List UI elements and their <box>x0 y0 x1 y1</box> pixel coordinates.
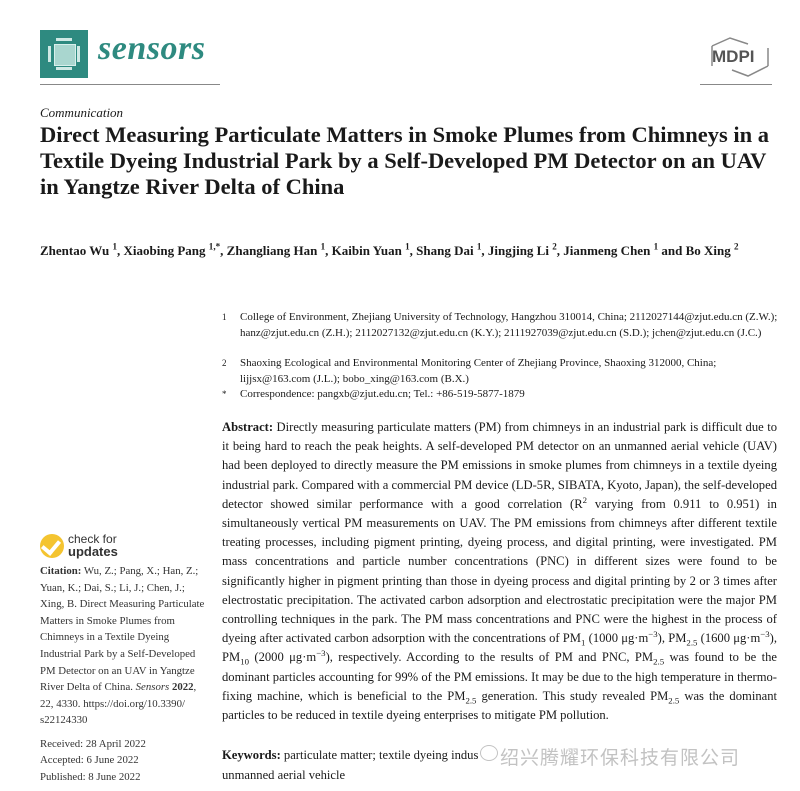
abstract-segment: −3 <box>648 629 658 640</box>
citation: Citation: Wu, Z.; Pang, X.; Han, Z.; Yua… <box>40 563 210 729</box>
abstract-segment: ), PM <box>222 631 778 665</box>
watermark: 绍兴腾耀环保科技有限公司 <box>500 747 741 769</box>
author-affiliation-mark: 2 <box>552 241 557 252</box>
keywords-text-line2: unmanned aerial vehicle <box>222 767 346 782</box>
affiliation-1: 1 College of Environment, Zhejiang Univer… <box>222 311 778 339</box>
correspondence: * Correspondence: pangxb@zjut.edu.cn; Tel… <box>222 388 525 400</box>
abstract-segment: was the dominant particles to be reduced… <box>222 688 777 723</box>
keywords-text: particulate matter; textile dyeing indus <box>280 748 479 762</box>
abstract-segment: varying from 0.911 to 0.951) in simultan… <box>222 496 777 646</box>
abstract-segment: (1600 μg·m <box>697 631 761 646</box>
abstract-segment: ), PM <box>657 631 687 646</box>
abstract-segment: −3 <box>760 629 770 640</box>
author-affiliation-mark: 1 <box>112 241 118 252</box>
keywords-label: Keywords: <box>222 748 281 762</box>
published-date: Published: 8 June 2022 <box>40 770 141 783</box>
author-affiliation-mark: 1 <box>320 241 326 252</box>
author-affiliation-mark: 1 <box>653 241 659 252</box>
author-name[interactable]: Jianmeng Chen <box>563 243 651 258</box>
keywords: Keywords: particulate matter; textile dy… <box>222 746 777 785</box>
abstract-segment: generation. This study revealed PM <box>476 688 669 703</box>
header-divider <box>40 84 220 85</box>
abstract-segment: 2.5 <box>653 656 665 667</box>
abstract-segment: −3 <box>316 648 326 659</box>
abstract-segment: 2.5 <box>668 695 680 706</box>
abstract: Abstract: Directly measuring particulate… <box>222 418 777 725</box>
article-dates: Received: 28 April 2022 Accepted: 6 June… <box>40 736 146 785</box>
abstract-segment: (2000 μg·m <box>249 650 317 665</box>
citation-text: Wu, Z.; Pang, X.; Han, Z.; Yuan, K.; Dai… <box>40 565 205 694</box>
sensors-logo-icon <box>40 30 88 78</box>
abstract-segment: 2 <box>582 494 588 505</box>
publisher-name: MDPI <box>712 47 755 66</box>
affiliation-2: 2 Shaoxing Ecological and Environmental M… <box>222 357 717 385</box>
citation-year: 2022 <box>171 681 194 694</box>
abstract-label: Abstract: <box>222 420 274 434</box>
received-date: Received: 28 April 2022 <box>40 738 146 750</box>
abstract-segment: 2.5 <box>465 695 477 706</box>
citation-journal: Sensors <box>135 681 170 694</box>
citation-label: Citation: <box>40 565 82 577</box>
author-affiliation-mark: 1 <box>405 241 410 252</box>
author-list: Zhentao Wu 1, Xiaobing Pang 1,*, Zhangli… <box>40 241 739 258</box>
author-name[interactable]: Jingjing Li <box>487 243 549 258</box>
author-name[interactable]: Kaibin Yuan <box>331 243 402 258</box>
citation-doi[interactable]: , 22, 4330. https://doi.org/10.3390/ s22… <box>40 681 197 727</box>
abstract-segment: 2.5 <box>686 637 698 648</box>
updates-text: updates <box>68 544 118 559</box>
author-name[interactable]: Xiaobing Pang <box>123 243 206 258</box>
abstract-segment: Directly measuring particulate matters (… <box>222 420 777 511</box>
author-name[interactable]: Bo Xing <box>685 243 731 258</box>
abstract-segment: was found to be the dominant particles a… <box>222 650 777 703</box>
author-affiliation-mark: 2 <box>733 241 739 252</box>
author-name[interactable]: Zhangliang Han <box>226 243 318 258</box>
abstract-segment: ), respectively. According to the result… <box>325 650 654 665</box>
author-affiliation-mark: 1,* <box>208 241 221 252</box>
journal-name: sensors <box>98 30 206 67</box>
header-divider <box>700 84 772 85</box>
abstract-segment: 10 <box>240 656 250 667</box>
check-icon <box>40 534 64 558</box>
author-affiliation-mark: 1 <box>476 241 482 252</box>
wechat-icon <box>480 745 498 761</box>
accepted-date: Accepted: 6 June 2022 <box>40 754 139 767</box>
article-type: Communication <box>40 105 124 120</box>
check-text: check for <box>68 532 117 546</box>
author-name[interactable]: Zhentao Wu <box>40 243 110 258</box>
abstract-text: Directly measuring particulate matters (… <box>222 420 777 722</box>
mdpi-logo-icon <box>711 37 769 77</box>
paper-title: Direct Measuring Particulate Matters in … <box>40 122 770 199</box>
author-name[interactable]: Shang Dai <box>416 243 474 258</box>
abstract-segment: (1000 μg·m <box>585 631 649 646</box>
abstract-segment: 1 <box>581 637 586 648</box>
